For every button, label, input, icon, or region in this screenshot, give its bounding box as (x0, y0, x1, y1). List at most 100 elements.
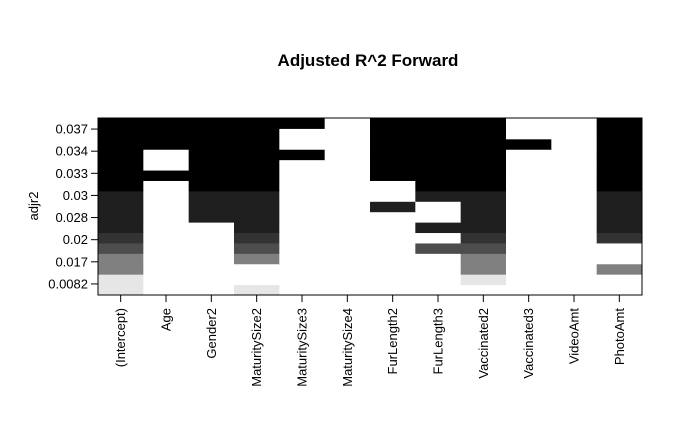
heatmap-cell (460, 180, 507, 192)
y-axis: 0.0082 0.017 0.02 0.028 0.03 0.033 0.034 0.037 (48, 122, 98, 291)
heatmap-cell (596, 263, 643, 275)
heatmap-cell (234, 170, 280, 181)
heatmap-cell (143, 222, 190, 234)
heatmap-cell (370, 138, 416, 150)
heatmap-cell (370, 149, 416, 161)
heatmap-cell (415, 138, 462, 150)
heatmap-cell (324, 138, 371, 150)
heatmap-cell (188, 159, 235, 171)
x-tick-label: MaturitySize2 (249, 308, 264, 387)
heatmap-cell (279, 274, 326, 286)
heatmap-cell (98, 253, 144, 265)
y-tick-label: 0.028 (55, 210, 88, 225)
heatmap-cell (370, 170, 416, 181)
heatmap-cell (188, 128, 235, 140)
heatmap-cell (188, 180, 235, 192)
heatmap-cell (415, 201, 462, 213)
heatmap-cell (596, 138, 643, 150)
heatmap-cell (188, 284, 235, 296)
heatmap-cell (506, 232, 552, 244)
heatmap-cell (98, 284, 144, 296)
heatmap-cell (279, 263, 326, 275)
heatmap-cell (143, 274, 190, 286)
heatmap-cell (143, 128, 190, 140)
heatmap-cell (460, 222, 507, 234)
heatmap-cell (279, 190, 326, 202)
heatmap-cell (551, 170, 598, 181)
heatmap-cell (324, 211, 371, 223)
heatmap-cell (188, 263, 235, 275)
heatmap-cell (506, 170, 552, 181)
heatmap-cell (234, 284, 280, 296)
heatmap-cell (98, 159, 144, 171)
heatmap-cell (596, 253, 643, 265)
x-tick-label: Vaccinated3 (521, 308, 536, 379)
heatmap-cell (324, 201, 371, 213)
heatmap-cell (415, 242, 462, 254)
heatmap-cell (143, 190, 190, 202)
heatmap-cell (234, 138, 280, 150)
y-tick-label: 0.037 (55, 122, 88, 137)
heatmap-cell (551, 118, 598, 129)
heatmap-cell (324, 274, 371, 286)
heatmap-cell (98, 232, 144, 244)
heatmap-cell (324, 242, 371, 254)
plot-frame (97, 117, 643, 296)
heatmap-cell (460, 274, 507, 286)
heatmap-cell (596, 149, 643, 161)
heatmap-cell (324, 222, 371, 234)
heatmap-cell (188, 201, 235, 213)
heatmap-cell (234, 222, 280, 234)
heatmap-cell (506, 190, 552, 202)
heatmap-cell (596, 222, 643, 234)
heatmap-cell (596, 190, 643, 202)
heatmap-cell (143, 159, 190, 171)
heatmap-cell (460, 149, 507, 161)
x-tick-label: Age (159, 308, 174, 331)
heatmap-cell (234, 274, 280, 286)
x-tick-label: (Intercept) (113, 308, 128, 367)
heatmap-cell (143, 232, 190, 244)
heatmap-cell (415, 128, 462, 140)
heatmap-cell (279, 232, 326, 244)
y-tick-label: 0.03 (63, 188, 88, 203)
heatmap-cell (415, 232, 462, 244)
heatmap-cell (188, 253, 235, 265)
heatmap-cell (596, 118, 643, 129)
heatmap-cell (551, 149, 598, 161)
heatmap-cell (506, 211, 552, 223)
heatmap-cell (188, 211, 235, 223)
heatmap-cell (143, 180, 190, 192)
x-tick-label: MaturitySize4 (340, 308, 355, 387)
heatmap-cell (370, 201, 416, 213)
heatmap-cell (234, 180, 280, 192)
heatmap-cell (188, 232, 235, 244)
heatmap-cell (98, 222, 144, 234)
heatmap-cell (551, 180, 598, 192)
heatmap-cell (98, 128, 144, 140)
heatmap-cell (188, 242, 235, 254)
heatmap-cell (324, 284, 371, 296)
heatmap-cell (551, 201, 598, 213)
heatmap-cell (596, 284, 643, 296)
heatmap-cell (324, 180, 371, 192)
heatmap-cell (143, 138, 190, 150)
heatmap-cell (143, 149, 190, 161)
heatmap-cell (98, 180, 144, 192)
heatmap-cell (551, 284, 598, 296)
x-tick-label: Gender2 (204, 308, 219, 359)
heatmap-cell (370, 222, 416, 234)
heatmap-cell (98, 263, 144, 275)
x-tick-label: Vaccinated2 (476, 308, 491, 379)
y-tick-label: 0.017 (55, 254, 88, 269)
heatmap-cell (551, 232, 598, 244)
heatmap-cell (596, 211, 643, 223)
heatmap-cell (98, 149, 144, 161)
heatmap-cell (506, 138, 552, 150)
heatmap-cell (188, 190, 235, 202)
heatmap-cell (188, 274, 235, 286)
heatmap-cell (460, 138, 507, 150)
heatmap-cell (506, 180, 552, 192)
x-tick-label: PhotoAmt (612, 308, 627, 365)
heatmap-cell (415, 190, 462, 202)
